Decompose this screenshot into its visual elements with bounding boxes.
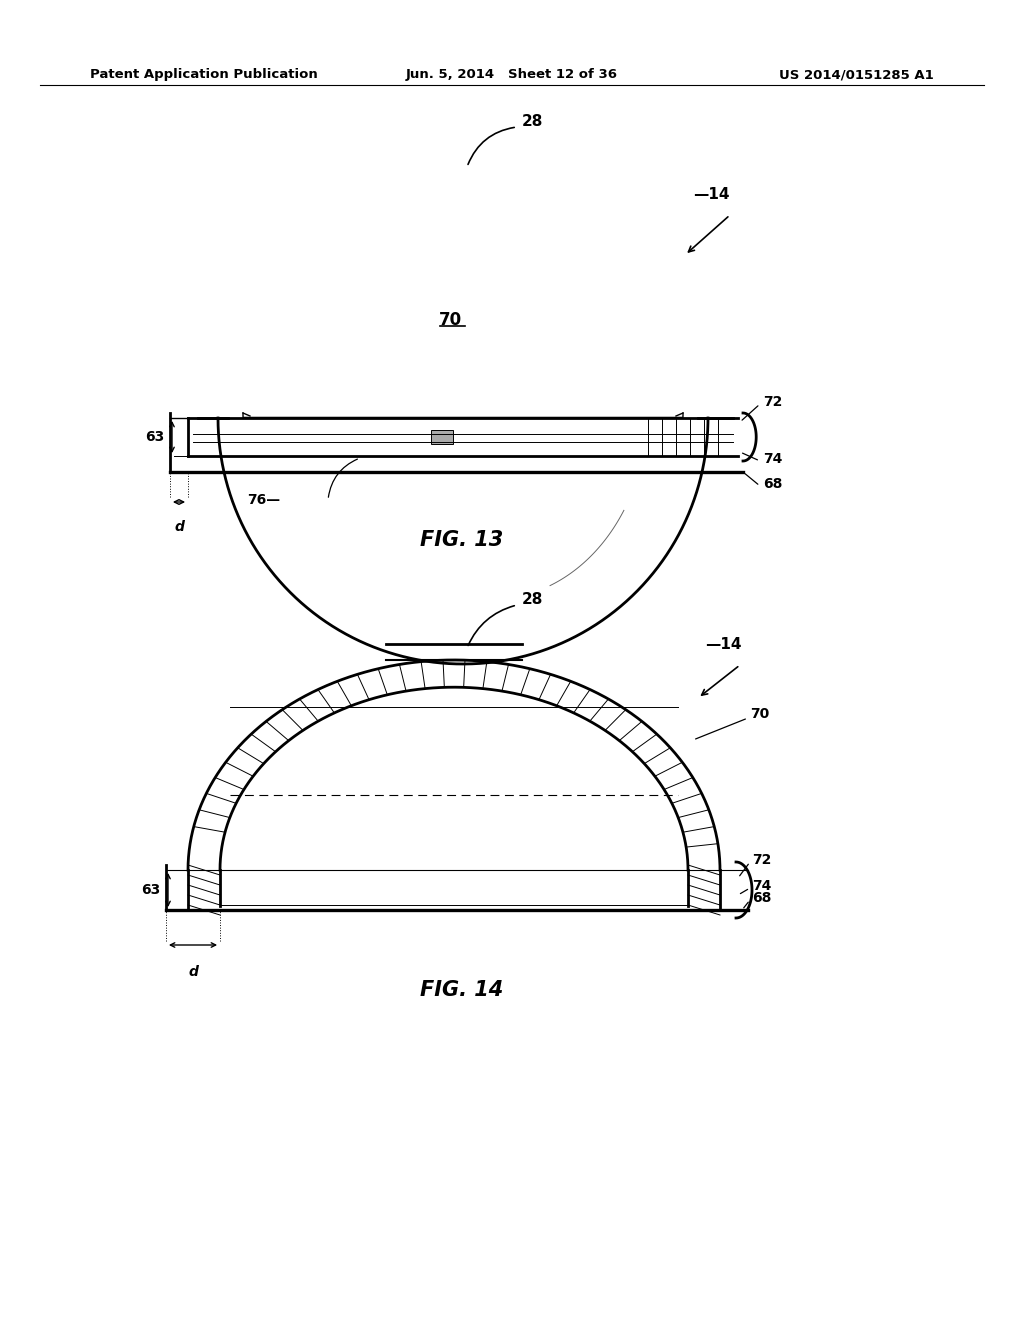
Text: 74: 74 [763,451,782,466]
Text: FIG. 13: FIG. 13 [421,531,504,550]
Text: —14: —14 [693,187,729,202]
Text: 68: 68 [752,891,771,906]
Text: d: d [174,520,184,535]
Text: 70: 70 [438,312,462,329]
Text: Patent Application Publication: Patent Application Publication [90,69,317,81]
Text: FIG. 14: FIG. 14 [421,979,504,1001]
Text: Jun. 5, 2014   Sheet 12 of 36: Jun. 5, 2014 Sheet 12 of 36 [406,69,618,81]
Text: d: d [188,965,198,979]
Polygon shape [431,430,453,444]
Text: 70: 70 [750,708,769,721]
Text: 72: 72 [752,853,771,867]
Text: 68: 68 [763,477,782,491]
Text: 63: 63 [140,883,160,898]
Text: 28: 28 [522,593,544,607]
Text: US 2014/0151285 A1: US 2014/0151285 A1 [779,69,934,81]
Text: 74: 74 [752,879,771,894]
Text: 76—: 76— [247,492,280,507]
Text: —14: —14 [705,638,741,652]
Text: 72: 72 [763,395,782,409]
Text: 28: 28 [522,115,544,129]
Text: 63: 63 [144,430,164,444]
